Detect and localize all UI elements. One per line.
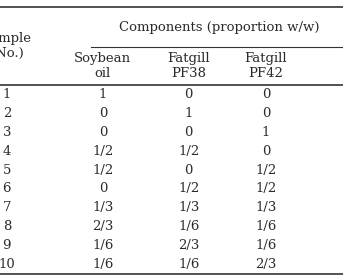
Text: 9: 9 bbox=[3, 239, 11, 252]
Text: 2/3: 2/3 bbox=[92, 220, 114, 233]
Text: 0: 0 bbox=[262, 107, 270, 120]
Text: 3: 3 bbox=[3, 126, 11, 139]
Text: 1/2: 1/2 bbox=[255, 182, 276, 196]
Text: 4: 4 bbox=[3, 145, 11, 158]
Text: 1: 1 bbox=[262, 126, 270, 139]
Text: 1/6: 1/6 bbox=[178, 258, 199, 271]
Text: 1/2: 1/2 bbox=[92, 145, 114, 158]
Text: 1/6: 1/6 bbox=[255, 220, 276, 233]
Text: 1/3: 1/3 bbox=[178, 201, 199, 214]
Text: 6: 6 bbox=[3, 182, 11, 196]
Text: 0: 0 bbox=[262, 88, 270, 101]
Text: 0: 0 bbox=[262, 145, 270, 158]
Text: 2: 2 bbox=[3, 107, 11, 120]
Text: 2/3: 2/3 bbox=[178, 239, 199, 252]
Text: Soybean
oil: Soybean oil bbox=[74, 52, 131, 80]
Text: 7: 7 bbox=[3, 201, 11, 214]
Text: 1/2: 1/2 bbox=[178, 145, 199, 158]
Text: Fatgill
PF42: Fatgill PF42 bbox=[245, 52, 287, 80]
Text: 1/2: 1/2 bbox=[255, 163, 276, 177]
Text: 0: 0 bbox=[99, 107, 107, 120]
Text: 10: 10 bbox=[0, 258, 15, 271]
Text: 1: 1 bbox=[3, 88, 11, 101]
Text: Sample
(No.): Sample (No.) bbox=[0, 32, 32, 60]
Text: 1/3: 1/3 bbox=[255, 201, 276, 214]
Text: 0: 0 bbox=[185, 88, 193, 101]
Text: 8: 8 bbox=[3, 220, 11, 233]
Text: 1/6: 1/6 bbox=[178, 220, 199, 233]
Text: 1/2: 1/2 bbox=[178, 182, 199, 196]
Text: Components (proportion w/w): Components (proportion w/w) bbox=[119, 21, 320, 34]
Text: 0: 0 bbox=[99, 126, 107, 139]
Text: 2/3: 2/3 bbox=[255, 258, 276, 271]
Text: 1: 1 bbox=[99, 88, 107, 101]
Text: 0: 0 bbox=[185, 126, 193, 139]
Text: 1/6: 1/6 bbox=[92, 239, 114, 252]
Text: 1/2: 1/2 bbox=[92, 163, 114, 177]
Text: 1: 1 bbox=[185, 107, 193, 120]
Text: 5: 5 bbox=[3, 163, 11, 177]
Text: 1/3: 1/3 bbox=[92, 201, 114, 214]
Text: Fatgill
PF38: Fatgill PF38 bbox=[167, 52, 210, 80]
Text: 0: 0 bbox=[185, 163, 193, 177]
Text: 1/6: 1/6 bbox=[92, 258, 114, 271]
Text: 1/6: 1/6 bbox=[255, 239, 276, 252]
Text: 0: 0 bbox=[99, 182, 107, 196]
